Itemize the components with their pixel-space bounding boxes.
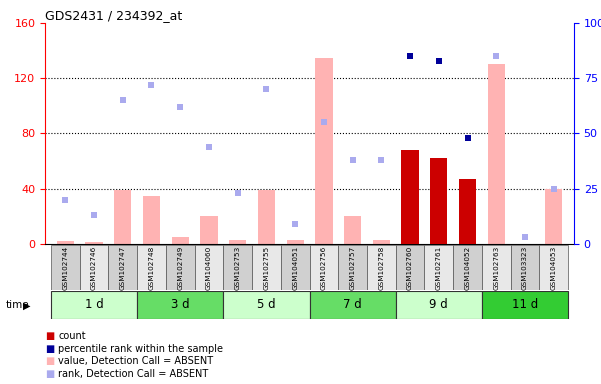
FancyBboxPatch shape	[166, 245, 195, 290]
Text: 7 d: 7 d	[343, 298, 362, 311]
Text: ■: ■	[45, 331, 54, 341]
FancyBboxPatch shape	[395, 245, 424, 290]
Text: GSM104052: GSM104052	[465, 246, 471, 290]
FancyBboxPatch shape	[224, 291, 310, 319]
Bar	[488, 65, 505, 244]
Text: 1 d: 1 d	[85, 298, 103, 311]
Bar	[200, 216, 218, 244]
FancyBboxPatch shape	[424, 245, 453, 290]
Text: GSM102748: GSM102748	[148, 246, 154, 290]
FancyBboxPatch shape	[224, 245, 252, 290]
Text: GSM102756: GSM102756	[321, 246, 327, 290]
Bar	[459, 179, 476, 244]
Text: GSM102761: GSM102761	[436, 246, 442, 290]
Bar	[373, 240, 390, 244]
Text: GSM104060: GSM104060	[206, 246, 212, 290]
Text: GSM102760: GSM102760	[407, 246, 413, 290]
Text: ■: ■	[45, 369, 54, 379]
Text: percentile rank within the sample: percentile rank within the sample	[58, 344, 224, 354]
Text: count: count	[58, 331, 86, 341]
FancyBboxPatch shape	[482, 245, 511, 290]
FancyBboxPatch shape	[453, 245, 482, 290]
Bar	[258, 190, 275, 244]
FancyBboxPatch shape	[137, 291, 224, 319]
Text: GSM102757: GSM102757	[350, 246, 356, 290]
FancyBboxPatch shape	[195, 245, 224, 290]
FancyBboxPatch shape	[310, 291, 395, 319]
Bar	[287, 240, 304, 244]
Text: ▶: ▶	[23, 300, 30, 310]
FancyBboxPatch shape	[79, 245, 108, 290]
Text: GSM102744: GSM102744	[62, 246, 68, 290]
FancyBboxPatch shape	[51, 291, 137, 319]
Bar	[316, 58, 332, 244]
FancyBboxPatch shape	[252, 245, 281, 290]
FancyBboxPatch shape	[395, 291, 482, 319]
FancyBboxPatch shape	[310, 245, 338, 290]
FancyBboxPatch shape	[137, 245, 166, 290]
FancyBboxPatch shape	[51, 245, 79, 290]
Text: 11 d: 11 d	[512, 298, 538, 311]
Bar	[430, 158, 448, 244]
Bar	[85, 242, 103, 244]
Text: time: time	[6, 300, 29, 310]
Text: 3 d: 3 d	[171, 298, 189, 311]
Text: GSM102747: GSM102747	[120, 246, 126, 290]
FancyBboxPatch shape	[367, 245, 395, 290]
Bar	[401, 150, 419, 244]
FancyBboxPatch shape	[540, 245, 568, 290]
Text: GSM102749: GSM102749	[177, 246, 183, 290]
Text: 9 d: 9 d	[430, 298, 448, 311]
Text: ■: ■	[45, 356, 54, 366]
FancyBboxPatch shape	[511, 245, 540, 290]
FancyBboxPatch shape	[108, 245, 137, 290]
Text: rank, Detection Call = ABSENT: rank, Detection Call = ABSENT	[58, 369, 209, 379]
Text: GSM102755: GSM102755	[263, 246, 269, 290]
Text: GSM102758: GSM102758	[379, 246, 385, 290]
Text: GSM104053: GSM104053	[551, 246, 557, 290]
Bar	[344, 216, 361, 244]
Text: GSM104051: GSM104051	[292, 246, 298, 290]
Text: GSM102746: GSM102746	[91, 246, 97, 290]
Text: 5 d: 5 d	[257, 298, 276, 311]
Bar	[171, 237, 189, 244]
FancyBboxPatch shape	[482, 291, 568, 319]
FancyBboxPatch shape	[281, 245, 310, 290]
Bar	[229, 240, 246, 244]
Text: value, Detection Call = ABSENT: value, Detection Call = ABSENT	[58, 356, 213, 366]
Bar	[114, 190, 131, 244]
Bar	[56, 241, 74, 244]
Text: GSM102763: GSM102763	[493, 246, 499, 290]
Text: GDS2431 / 234392_at: GDS2431 / 234392_at	[45, 9, 182, 22]
Bar	[143, 195, 160, 244]
FancyBboxPatch shape	[338, 245, 367, 290]
Text: GSM103323: GSM103323	[522, 246, 528, 290]
Text: GSM102753: GSM102753	[234, 246, 240, 290]
Text: ■: ■	[45, 344, 54, 354]
Bar	[545, 189, 563, 244]
